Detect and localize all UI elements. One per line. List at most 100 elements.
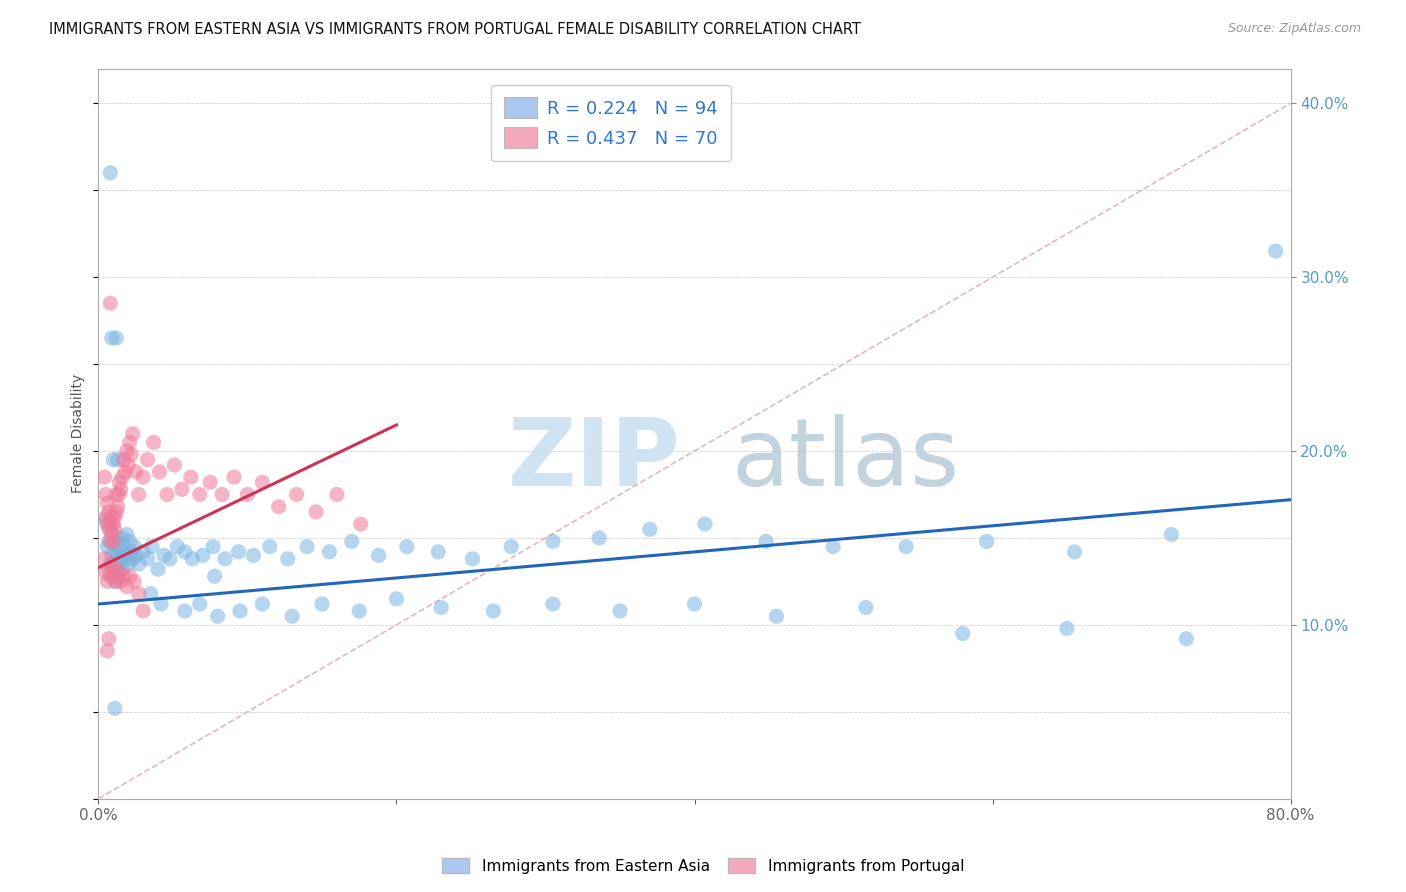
Point — [211, 487, 233, 501]
Point — [97, 562, 120, 576]
Point — [541, 534, 564, 549]
Point — [430, 600, 453, 615]
Point — [110, 574, 132, 589]
Point — [114, 551, 136, 566]
Point — [104, 574, 127, 589]
Point — [117, 458, 139, 472]
Point — [98, 522, 121, 536]
Point — [111, 562, 134, 576]
Point — [105, 574, 128, 589]
Point — [952, 626, 974, 640]
Point — [1056, 621, 1078, 635]
Point — [202, 540, 225, 554]
Point — [118, 569, 141, 583]
Point — [93, 551, 115, 566]
Point — [188, 597, 211, 611]
Point — [204, 569, 226, 583]
Point — [139, 586, 162, 600]
Point — [118, 435, 141, 450]
Point — [98, 514, 121, 528]
Point — [156, 487, 179, 501]
Point — [150, 597, 173, 611]
Point — [350, 516, 373, 531]
Point — [103, 516, 125, 531]
Point — [638, 522, 661, 536]
Point — [395, 540, 418, 554]
Point — [97, 505, 120, 519]
Point — [112, 540, 135, 554]
Point — [98, 166, 121, 180]
Point — [94, 510, 117, 524]
Point — [108, 566, 131, 580]
Point — [267, 500, 290, 514]
Point — [385, 591, 408, 606]
Point — [894, 540, 917, 554]
Point — [104, 510, 127, 524]
Point — [180, 470, 202, 484]
Point — [229, 604, 252, 618]
Point — [305, 505, 328, 519]
Point — [128, 487, 150, 501]
Point — [181, 551, 204, 566]
Point — [214, 551, 236, 566]
Point — [96, 644, 118, 658]
Point — [122, 540, 145, 554]
Point — [132, 604, 155, 618]
Point — [166, 540, 188, 554]
Point — [191, 549, 214, 563]
Point — [107, 566, 129, 580]
Point — [105, 331, 128, 345]
Point — [207, 609, 229, 624]
Point — [98, 296, 121, 310]
Point — [855, 600, 877, 615]
Point — [252, 475, 274, 490]
Point — [115, 527, 138, 541]
Point — [1264, 244, 1286, 258]
Point — [108, 569, 131, 583]
Point — [112, 569, 135, 583]
Point — [105, 531, 128, 545]
Point — [347, 604, 370, 618]
Point — [96, 516, 118, 531]
Point — [242, 549, 264, 563]
Point — [683, 597, 706, 611]
Point — [132, 545, 155, 559]
Point — [482, 604, 505, 618]
Point — [103, 562, 125, 576]
Point — [141, 540, 163, 554]
Point — [101, 549, 124, 563]
Point — [108, 475, 131, 490]
Point — [200, 475, 222, 490]
Point — [96, 574, 118, 589]
Text: atlas: atlas — [731, 414, 960, 506]
Point — [588, 531, 610, 545]
Point — [146, 562, 169, 576]
Point — [117, 549, 139, 563]
Point — [120, 448, 142, 462]
Point — [103, 534, 125, 549]
Point — [340, 534, 363, 549]
Point — [122, 574, 145, 589]
Point — [367, 549, 389, 563]
Y-axis label: Female Disability: Female Disability — [72, 374, 86, 493]
Text: Source: ZipAtlas.com: Source: ZipAtlas.com — [1227, 22, 1361, 36]
Point — [107, 500, 129, 514]
Point — [128, 586, 150, 600]
Point — [1175, 632, 1198, 646]
Point — [98, 569, 121, 583]
Point — [461, 551, 484, 566]
Point — [114, 465, 136, 479]
Point — [107, 540, 129, 554]
Point — [311, 597, 333, 611]
Point — [101, 557, 124, 571]
Point — [693, 516, 716, 531]
Point — [104, 522, 127, 536]
Point — [132, 470, 155, 484]
Point — [281, 609, 304, 624]
Point — [1160, 527, 1182, 541]
Point — [112, 452, 135, 467]
Legend: R = 0.224   N = 94, R = 0.437   N = 70: R = 0.224 N = 94, R = 0.437 N = 70 — [491, 85, 731, 161]
Point — [103, 452, 125, 467]
Point — [159, 551, 181, 566]
Point — [103, 534, 125, 549]
